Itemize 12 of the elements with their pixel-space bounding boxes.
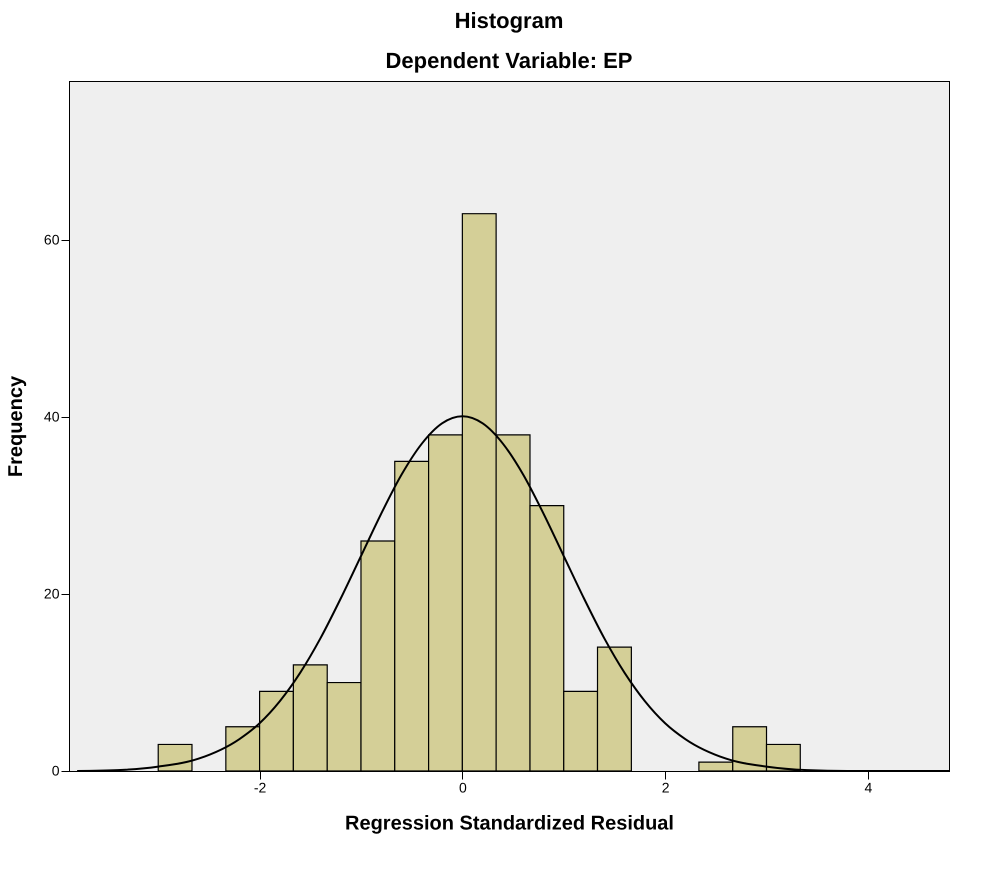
- chart-title: Histogram: [454, 8, 564, 33]
- x-tick-label: 0: [458, 780, 467, 796]
- y-tick-label: 60: [44, 232, 60, 248]
- x-tick-label: 4: [864, 780, 872, 796]
- x-tick-label: 2: [662, 780, 670, 796]
- y-tick-label: 40: [44, 408, 60, 425]
- x-tick-label: -2: [254, 780, 267, 796]
- y-tick-label: 20: [44, 586, 60, 602]
- x-axis-title: Regression Standardized Residual: [345, 812, 674, 834]
- chart-subtitle: Dependent Variable: EP: [386, 48, 632, 73]
- y-tick-label: 0: [52, 762, 60, 778]
- y-axis-title: Frequency: [4, 375, 27, 478]
